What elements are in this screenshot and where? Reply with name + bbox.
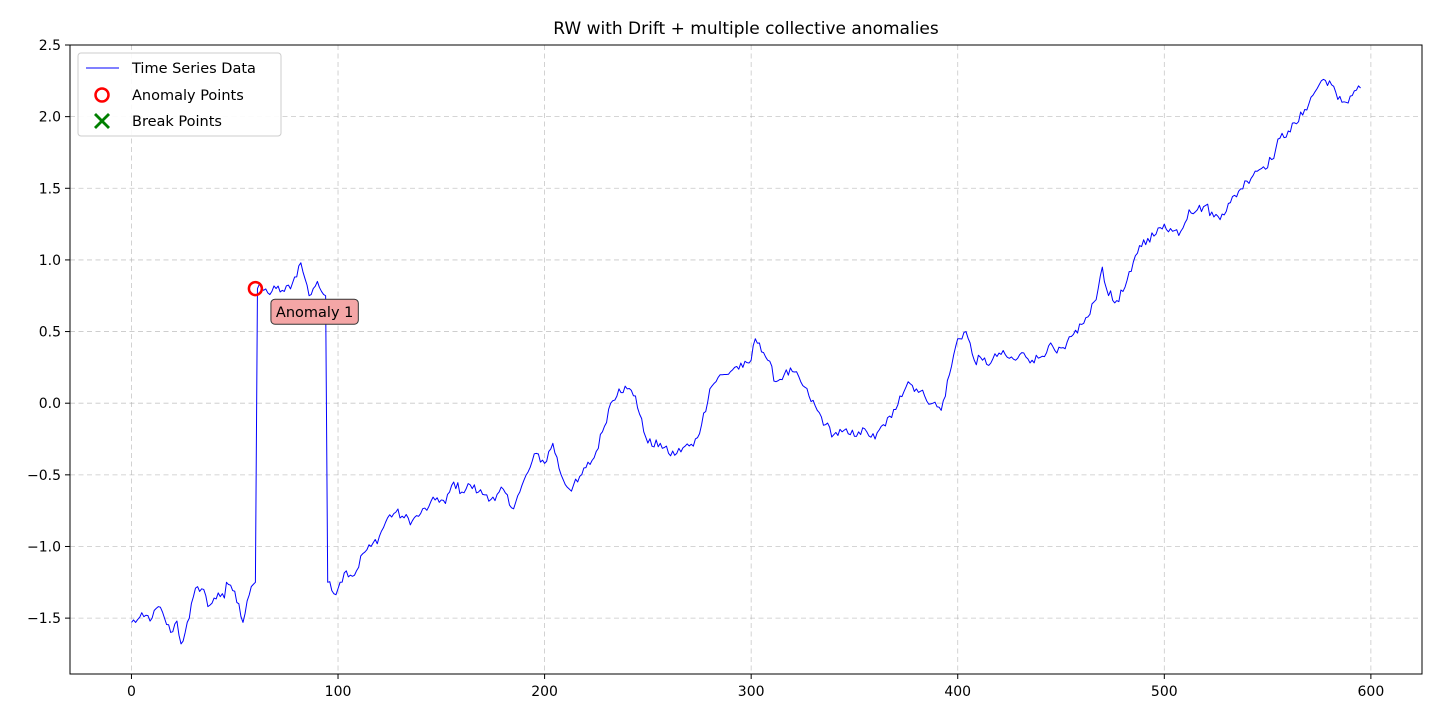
legend-label-break-points: Break Points: [132, 114, 222, 130]
x-tick-label: 0: [127, 684, 136, 700]
y-tick-label: −1.5: [27, 611, 61, 627]
y-tick-label: 1.5: [39, 181, 61, 197]
x-tick-label: 500: [1151, 684, 1178, 700]
y-tick-label: 1.0: [39, 253, 61, 269]
y-axis: −1.5 −1.0 −0.5 0.0 0.5 1.0 1.5 2.0 2.5: [27, 38, 70, 627]
x-tick-label: 300: [738, 684, 765, 700]
x-axis: 0 100 200 300 400 500 600: [127, 674, 1384, 700]
x-tick-label: 100: [325, 684, 352, 700]
y-tick-label: −0.5: [27, 468, 61, 484]
legend-label-anomaly-points: Anomaly Points: [132, 88, 244, 104]
legend-anomaly-swatch: [94, 87, 110, 103]
annotation-label: Anomaly 1: [276, 305, 353, 321]
y-tick-label: 0.0: [39, 396, 61, 412]
anomaly-markers: [247, 280, 264, 297]
plot-area: Anomaly 1: [131, 78, 1361, 645]
series-line-time-series-data: [131, 78, 1361, 645]
legend-label-time-series: Time Series Data: [131, 61, 256, 77]
x-tick-label: 600: [1358, 684, 1385, 700]
plot-frame: [69, 44, 1423, 675]
legend: Time Series Data Anomaly Points Break Po…: [77, 52, 282, 137]
x-tick-label: 400: [944, 684, 971, 700]
y-tick-label: 0.5: [39, 325, 61, 341]
y-tick-label: 2.0: [39, 110, 61, 126]
annotation-box: [270, 298, 359, 325]
y-tick-label: −1.0: [27, 539, 61, 555]
legend-box: [77, 52, 282, 137]
legend-break-swatch: [94, 113, 110, 129]
anomaly-point-marker: [247, 280, 264, 297]
x-tick-label: 200: [531, 684, 558, 700]
annotations: Anomaly 1: [270, 298, 359, 325]
annotation-anomaly-1: Anomaly 1: [270, 298, 359, 325]
y-tick-label: 2.5: [39, 38, 61, 54]
chart-title: RW with Drift + multiple collective anom…: [553, 19, 939, 39]
